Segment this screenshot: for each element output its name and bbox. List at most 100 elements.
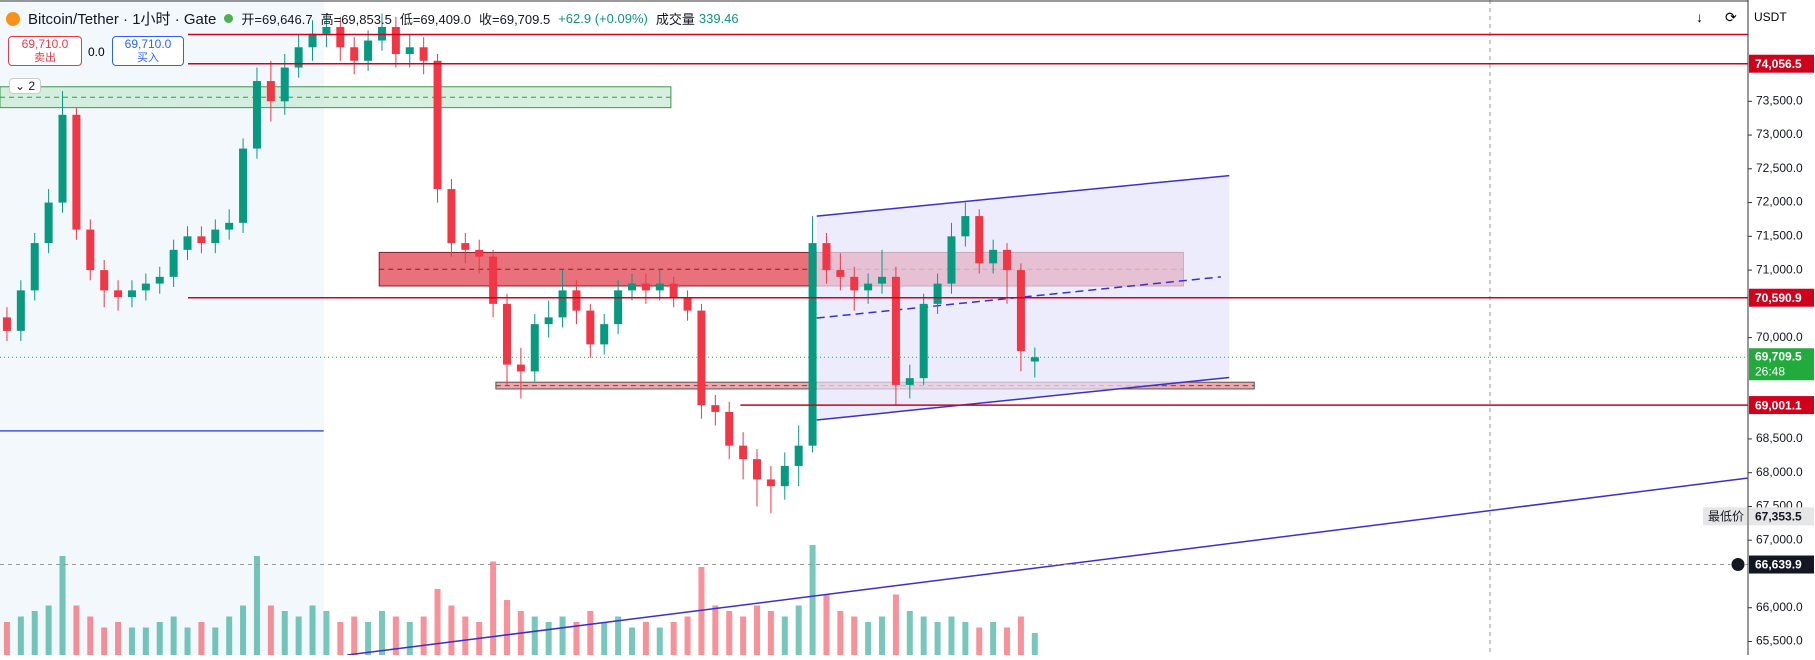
candle [808, 216, 817, 453]
candle [419, 37, 428, 75]
candle [489, 249, 498, 318]
volume-bar [378, 611, 385, 655]
volume-bar [184, 627, 191, 655]
candle-body [183, 236, 192, 250]
volume-bar [851, 616, 858, 655]
candle-body [239, 148, 248, 223]
coin-icon [6, 11, 20, 26]
candle-body [669, 283, 678, 298]
volume-bar [323, 611, 330, 655]
spread: 0.0 [88, 45, 105, 59]
volume-bar [212, 627, 219, 655]
candle [516, 347, 525, 399]
candle-body [947, 236, 956, 284]
price-axis [1748, 0, 1815, 655]
candle [878, 249, 887, 294]
low-price-label-bg [1749, 507, 1814, 526]
low-caption-bg [1703, 507, 1747, 526]
candle-body [933, 283, 942, 304]
candle-body [350, 47, 359, 61]
candle [155, 266, 164, 294]
candle [183, 226, 192, 260]
volume-bar [115, 622, 122, 655]
price-label: 69,001.1 [1755, 398, 1802, 412]
candle-body [44, 202, 53, 244]
trend-line [347, 477, 1748, 656]
candle [558, 270, 567, 328]
candle [433, 54, 442, 203]
volume-bar [837, 611, 844, 655]
volume-bar [531, 616, 538, 655]
add-alert[interactable] [1730, 557, 1746, 573]
sell-button[interactable]: 69,710.0 卖出 [8, 36, 82, 66]
volume-bar [253, 556, 260, 655]
candle-body [114, 290, 123, 298]
volume-label: 成交量 [655, 12, 695, 27]
candle-body [391, 27, 400, 55]
volume-bar [462, 616, 469, 655]
ohlc-high: 高=69,853.5 [320, 12, 392, 27]
volume-bar [726, 611, 733, 655]
candle [197, 226, 206, 254]
candle-body [252, 81, 261, 149]
channel-lower [816, 376, 1230, 421]
volume-bar [267, 605, 274, 655]
y-tick-label: 71,500.0 [1756, 229, 1803, 243]
candle [711, 395, 720, 426]
candle [975, 209, 984, 274]
candle [989, 239, 998, 274]
candle-body [766, 479, 775, 487]
candle-body [447, 189, 456, 244]
candle-body [461, 243, 470, 250]
candle-body [530, 324, 539, 372]
volume-bar [559, 616, 566, 655]
refresh-icon[interactable]: ⟳ [1725, 9, 1737, 25]
candle [2, 307, 11, 342]
volume-bar [226, 616, 233, 655]
candle-body [169, 249, 178, 277]
currency[interactable]: USDT [1754, 10, 1787, 24]
volume-bar [73, 605, 80, 655]
y-tick-label: 68,500.0 [1756, 431, 1803, 445]
symbol[interactable]: Bitcoin/Tether · 1小时 · Gate [28, 11, 217, 28]
last-price-label: 69,709.5 [1755, 349, 1802, 363]
candle-body [961, 216, 970, 237]
candle [239, 138, 248, 233]
candle [405, 33, 414, 68]
candle [891, 266, 900, 406]
candle [86, 219, 95, 281]
indicator-toggle[interactable]: ⌄ 2 [9, 78, 41, 94]
candle [933, 273, 942, 314]
candle [586, 303, 595, 358]
candle-body [794, 445, 803, 466]
volume-bar [670, 622, 677, 655]
volume-bar [879, 616, 886, 655]
volume-bar [142, 627, 149, 655]
candle [447, 178, 456, 257]
candle [697, 303, 706, 419]
candle-body [544, 317, 553, 325]
candle-body [86, 229, 95, 271]
candle-body [891, 276, 900, 385]
volume-bar [448, 605, 455, 655]
download-icon[interactable]: ↓ [1696, 9, 1703, 25]
candle [919, 293, 928, 385]
volume-bar [31, 611, 38, 655]
volume-bar [795, 605, 802, 655]
candle [572, 280, 581, 325]
buy-button[interactable]: 69,710.0 买入 [112, 36, 184, 66]
candle-body [780, 465, 789, 487]
candle-body [322, 27, 331, 34]
candle [322, 13, 331, 48]
candle-body [711, 405, 720, 412]
volume-bar [934, 622, 941, 655]
price-label: 70,590.9 [1755, 291, 1802, 305]
volume-bar [309, 605, 316, 655]
candle-body [558, 290, 567, 318]
candle [614, 280, 623, 335]
candle-body [1016, 270, 1025, 352]
price-label-bg [1749, 396, 1814, 415]
ohlc-low: 低=69,409.0 [399, 12, 472, 27]
candle [530, 313, 539, 382]
